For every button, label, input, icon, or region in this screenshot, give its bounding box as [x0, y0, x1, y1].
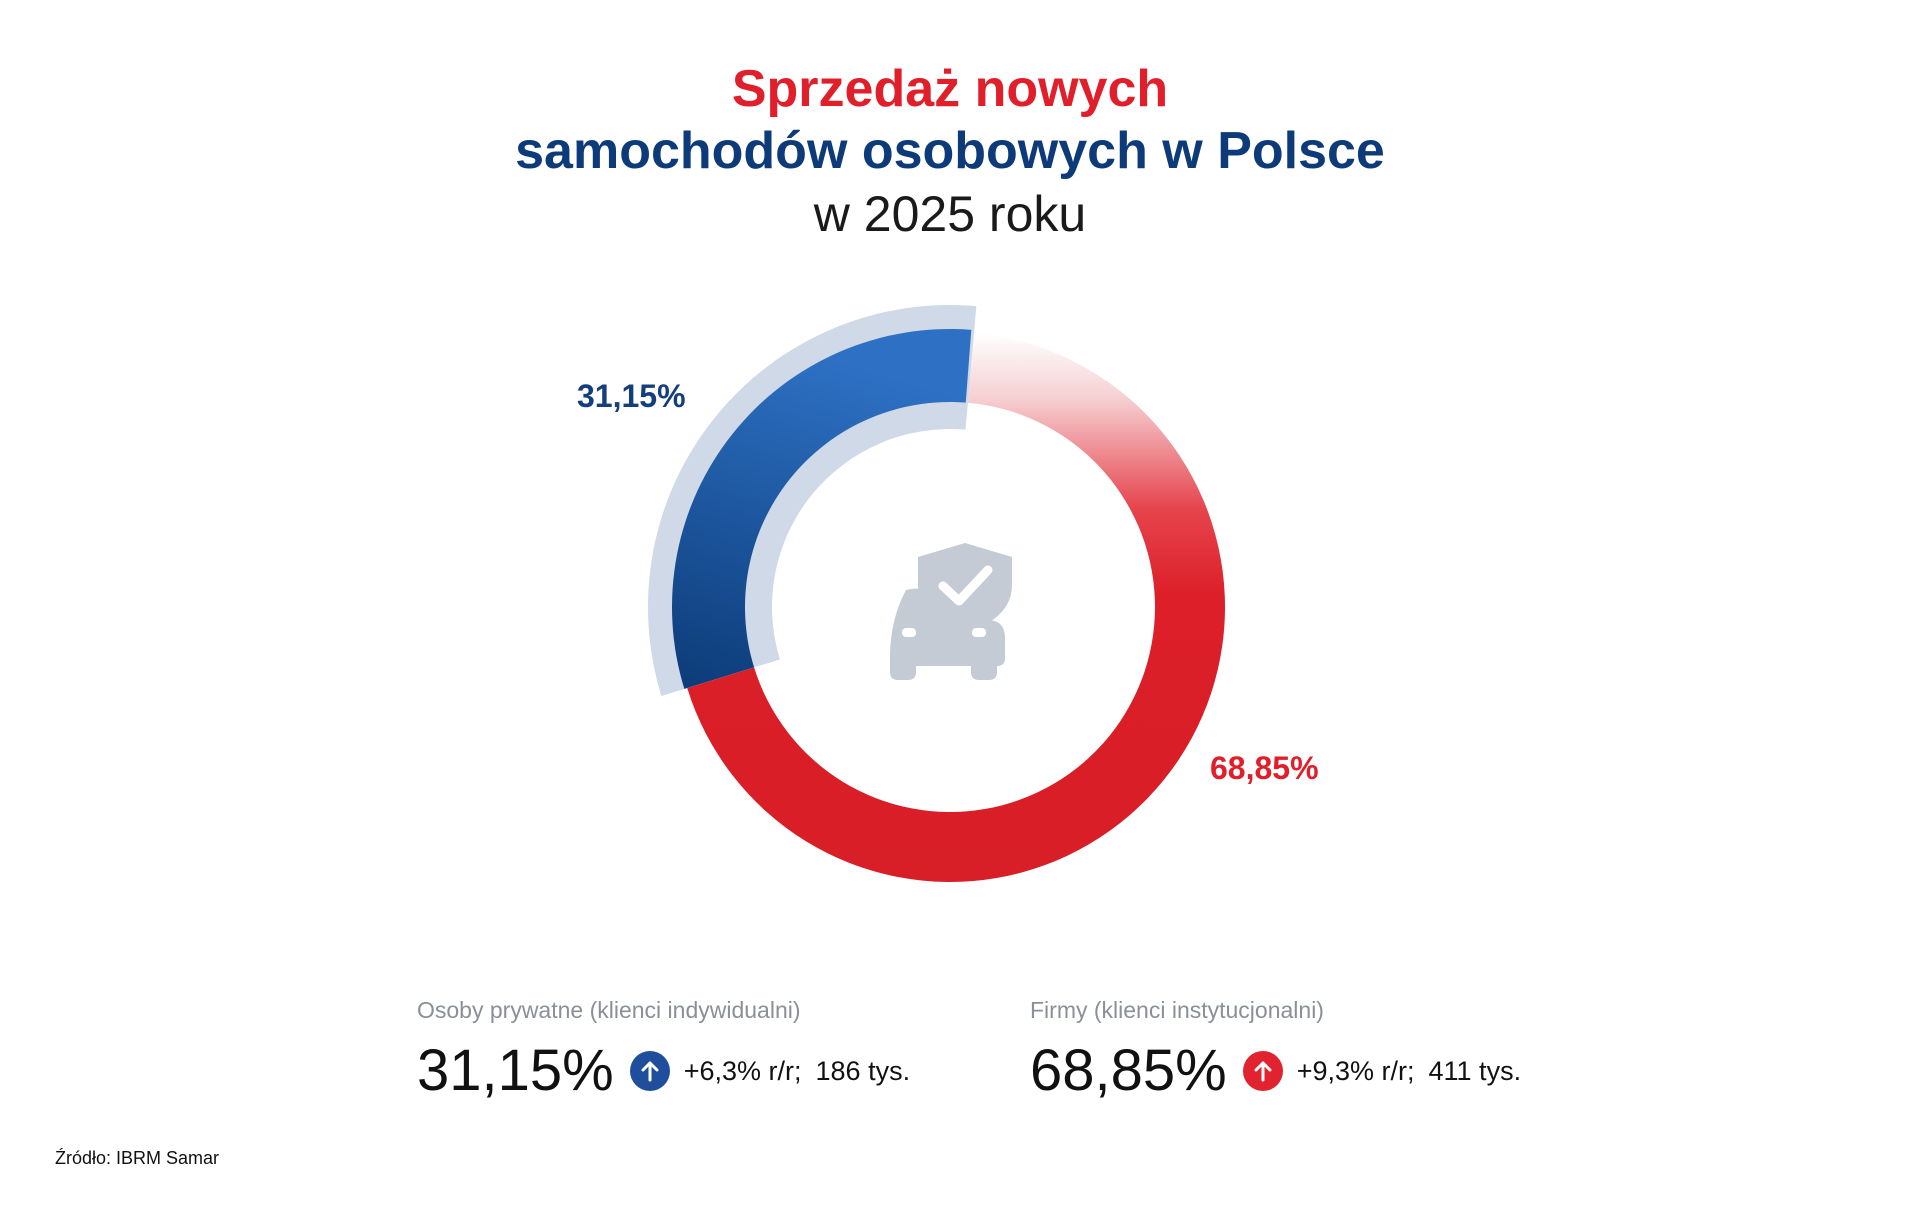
title-line-3: w 2025 roku	[813, 186, 1087, 242]
legend-company-change: +9,3% r/r;	[1296, 1055, 1415, 1086]
legend-private-caption: Osoby prywatne (klienci indywidualni)	[417, 997, 801, 1023]
legend-company-units: 411 tys.	[1428, 1055, 1522, 1086]
legend-company-caption: Firmy (klienci instytucjonalni)	[1030, 997, 1324, 1023]
chart-title: Sprzedaż nowych samochodów osobowych w P…	[0, 58, 1900, 246]
legend-private-pct: 31,15%	[417, 1038, 614, 1103]
legend-private-units: 186 tys.	[815, 1055, 911, 1086]
car-shield-check-icon	[890, 543, 1012, 680]
arrow-up-icon	[1242, 1051, 1283, 1091]
legend-private-change: +6,3% r/r;	[683, 1055, 802, 1086]
legend-company: Firmy (klienci instytucjonalni) 68,85% +…	[1030, 995, 1521, 1103]
title-line-1: Sprzedaż nowych	[731, 60, 1169, 118]
legend-company-pct: 68,85%	[1030, 1038, 1227, 1103]
slice-label-company: 68,85%	[1210, 750, 1319, 786]
legend-private: Osoby prywatne (klienci indywidualni) 31…	[417, 995, 910, 1103]
slice-private	[672, 329, 972, 689]
source-note: Źródło: IBRM Samar	[55, 1148, 220, 1168]
title-line-2: samochodów osobowych w Polsce	[515, 122, 1385, 180]
slice-label-private: 31,15%	[577, 378, 686, 414]
arrow-up-icon	[629, 1051, 670, 1091]
